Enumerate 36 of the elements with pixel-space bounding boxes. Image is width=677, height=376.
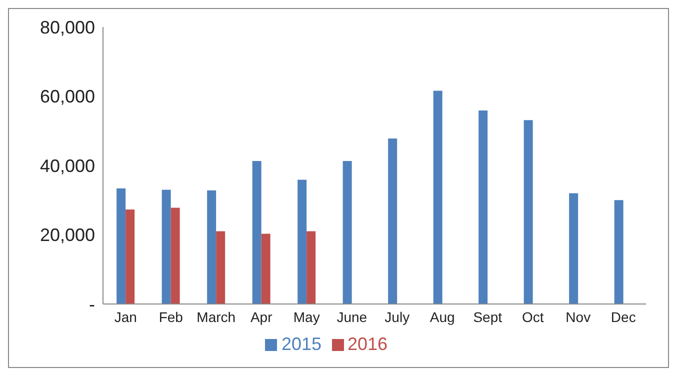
y-tick-label: 20,000 — [40, 225, 95, 246]
bar — [342, 161, 352, 304]
bar — [478, 110, 488, 304]
x-tick-label: June — [336, 308, 368, 325]
y-tick-label: 80,000 — [40, 17, 95, 38]
x-tick-label: Aug — [430, 308, 455, 325]
bar — [116, 188, 126, 304]
y-tick-label: 60,000 — [40, 86, 95, 107]
x-tick-label: Jan — [114, 308, 137, 325]
x-tick-label: Dec — [610, 308, 636, 325]
bar — [298, 180, 307, 304]
bar — [614, 200, 624, 304]
bar — [216, 231, 226, 304]
x-tick-label: Feb — [158, 308, 184, 325]
x-tick-label: Oct — [522, 308, 544, 325]
bar — [207, 190, 216, 304]
x-tick-label: July — [384, 308, 410, 325]
bar — [306, 231, 316, 304]
bar — [569, 193, 578, 304]
y-tick-label: - — [89, 294, 95, 314]
bar — [126, 209, 135, 304]
y-tick-label: 40,000 — [40, 156, 95, 176]
legend-label: 2016 — [348, 334, 388, 354]
legend-label: 2015 — [281, 334, 322, 354]
x-tick-label: May — [293, 308, 320, 325]
x-tick-label: Apr — [250, 308, 273, 325]
x-tick-label: March — [196, 308, 236, 325]
bar — [433, 90, 442, 304]
bar — [261, 234, 270, 304]
bar — [162, 190, 171, 304]
bar — [252, 161, 262, 304]
bar — [170, 208, 180, 304]
bar — [524, 120, 533, 304]
x-tick-label: Sept — [473, 308, 502, 325]
x-tick-label: Nov — [566, 308, 591, 325]
bar — [388, 138, 398, 304]
